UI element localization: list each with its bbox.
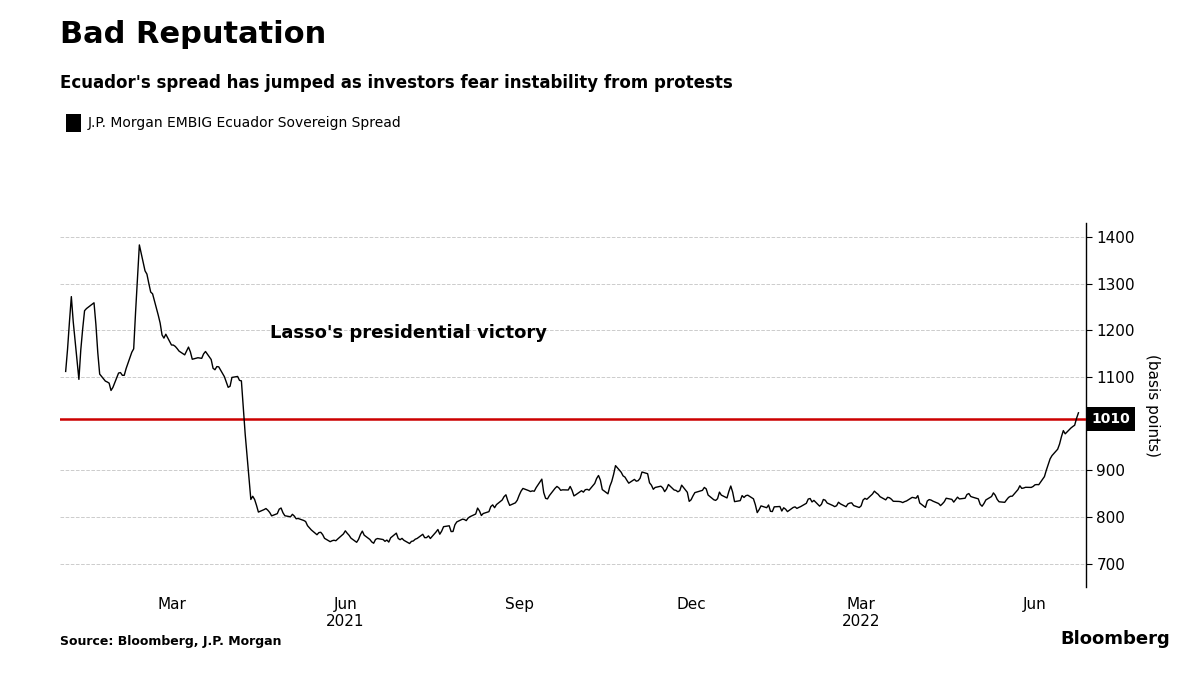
Text: Source: Bloomberg, J.P. Morgan: Source: Bloomberg, J.P. Morgan [60,635,282,648]
Text: Lasso's presidential victory: Lasso's presidential victory [270,323,547,342]
Text: Bad Reputation: Bad Reputation [60,20,326,49]
Text: Ecuador's spread has jumped as investors fear instability from protests: Ecuador's spread has jumped as investors… [60,74,733,92]
Y-axis label: (basis points): (basis points) [1145,354,1160,456]
Bar [66,114,82,132]
Text: Bloomberg: Bloomberg [1061,630,1170,648]
Text: J.P. Morgan EMBIG Ecuador Sovereign Spread: J.P. Morgan EMBIG Ecuador Sovereign Spre… [88,116,402,130]
Text: 1010: 1010 [1092,412,1130,426]
